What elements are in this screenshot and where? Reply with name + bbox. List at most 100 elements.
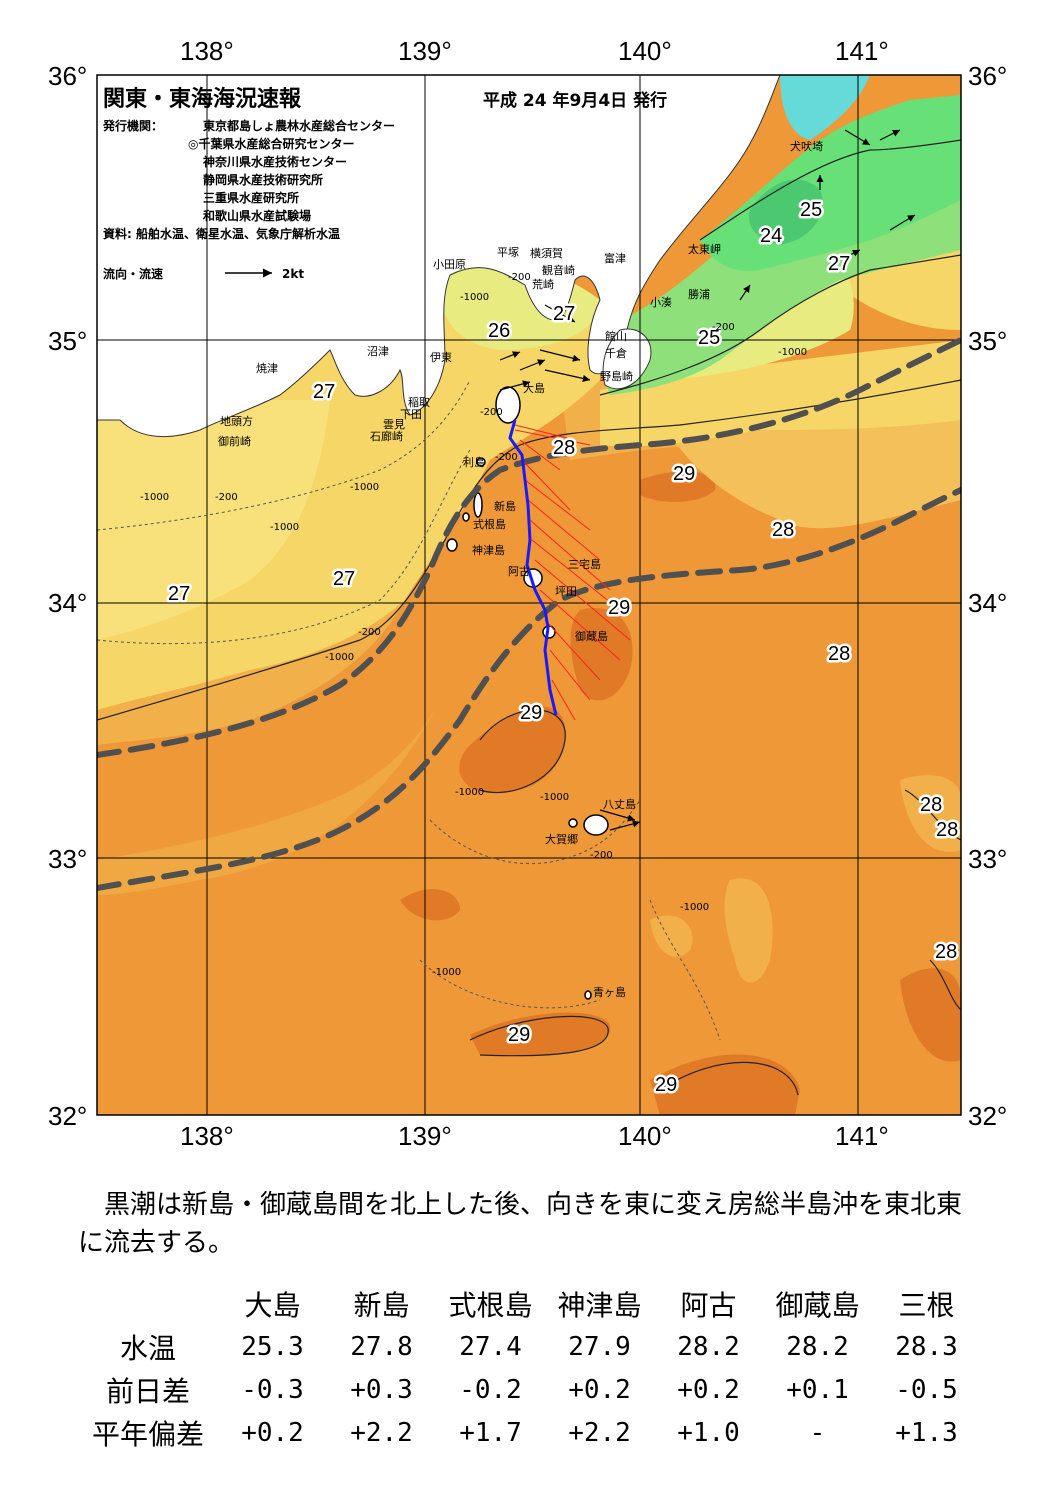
isotherm-label: 27	[313, 381, 335, 403]
place-name: 八丈島	[603, 797, 636, 811]
summary-paragraph: 黒潮は新島・御蔵島間を北上した後、向きを東に変え房総半島沖を東北東に流去する。	[78, 1190, 963, 1258]
isotherm-label: 27	[168, 583, 190, 605]
place-name: 大賀郷	[545, 832, 578, 846]
place-name: 野島崎	[600, 369, 633, 383]
depth-label: -200	[495, 452, 518, 463]
place-name: 焼津	[256, 362, 278, 375]
isotherm-label: 29	[508, 1024, 530, 1046]
table-cell: -	[809, 1417, 826, 1448]
kuroshio-axis-inner	[97, 337, 961, 758]
place-name: 御前崎	[218, 434, 251, 448]
place-name: 下田	[400, 408, 422, 421]
isotherm-label: 29	[520, 702, 542, 724]
place-name: 御蔵島	[575, 629, 608, 643]
isotherm-label: 27	[828, 253, 850, 275]
place-name: 阿古	[508, 565, 530, 578]
depth-label: -1000	[325, 652, 354, 663]
publisher-label: 発行機関：	[102, 118, 163, 133]
lon-label-bottom-140: 140°	[618, 1121, 672, 1151]
lon-label-top-139: 139°	[398, 36, 452, 66]
summary-text: 黒潮は新島・御蔵島間を北上した後、向きを東に変え房総半島沖を東北東に流去する。	[78, 1186, 978, 1262]
isotherm-label: 25	[800, 199, 822, 221]
depth-label: -200	[508, 272, 531, 283]
lat-label-right-35: 35°	[968, 326, 1007, 356]
place-name: 富津	[604, 251, 626, 265]
sea-temperature-map: 138° 139° 140° 141° 138° 139° 140° 141° …	[48, 36, 1007, 1151]
table-corner	[78, 1282, 218, 1325]
island-hachijojima	[583, 814, 609, 836]
lat-label-left-34: 34°	[48, 588, 87, 618]
table-cell: -0.2	[459, 1374, 522, 1405]
current-scale-value: 2kt	[282, 267, 304, 281]
island-oshima	[495, 386, 521, 424]
isotherm-lines	[97, 139, 961, 1096]
place-name: 大島	[523, 381, 545, 395]
depth-label: -200	[590, 850, 613, 861]
lon-label-top-138: 138°	[180, 36, 234, 66]
map-title: 関東・東海海況速報	[103, 86, 302, 112]
lon-label-bottom-139: 139°	[398, 1121, 452, 1151]
isotherm-label: 28	[772, 519, 794, 541]
place-name: 利島	[463, 455, 485, 469]
table-cell: 28.2	[677, 1331, 740, 1362]
place-name: 式根島	[473, 517, 506, 531]
lat-label-right-36: 36°	[968, 61, 1007, 91]
table-cell: +1.0	[677, 1417, 740, 1448]
place-name: 伊東	[430, 351, 452, 364]
table-cell: +0.2	[677, 1374, 740, 1405]
place-name: 稲取	[408, 396, 430, 409]
publisher-2: ◎千葉県水産総合研究センター	[188, 136, 354, 151]
depth-labels: -1000 -200 -1000 -1000 -200 -1000 -200 -…	[140, 272, 807, 978]
isotherm-label: 26	[488, 320, 510, 342]
island-niijima	[473, 492, 483, 518]
place-name: 坪田	[555, 585, 577, 598]
table-cell: 27.8	[350, 1331, 413, 1362]
island-temperature-table: 大島 新島 式根島 神津島 阿古 御蔵島 三根 水温 25.3 27.8 27.…	[78, 1282, 981, 1454]
column-header: 新島	[353, 1288, 410, 1322]
table-cell: 28.3	[895, 1331, 958, 1362]
graticule	[97, 75, 961, 1115]
place-name: 新島	[494, 499, 516, 513]
depth-contours	[97, 379, 721, 1041]
place-name: 地頭方	[220, 414, 253, 428]
place-name: 小田原	[433, 258, 466, 271]
place-name: 平塚	[497, 246, 519, 259]
place-names: 犬吠埼 太東岬 勝浦 小湊 富津 横須賀 観音崎 荒崎 平塚 小田原 館山 千倉…	[218, 139, 823, 999]
column-header: 三根	[898, 1288, 955, 1322]
isotherm-labels: 24 25 25 26 27 27 27 27 27 28 28 28 28 2…	[166, 197, 961, 1099]
place-name: 観音崎	[542, 263, 575, 277]
axis-labels: 138° 139° 140° 141° 138° 139° 140° 141° …	[48, 36, 1007, 1151]
isotherm-label: 29	[655, 1074, 677, 1096]
table-row: 前日差 -0.3 +0.3 -0.2 +0.2 +0.2 +0.1 -0.5	[78, 1368, 981, 1411]
lat-label-left-33: 33°	[48, 844, 87, 874]
depth-label: -1000	[680, 902, 709, 913]
depth-label: -1000	[432, 967, 461, 978]
depth-label: -1000	[778, 347, 807, 358]
depth-label: -200	[358, 627, 381, 638]
issue-date: 平成 24 年9月4日 発行	[483, 90, 667, 111]
lat-label-right-33: 33°	[968, 844, 1007, 874]
place-name: 千倉	[605, 346, 627, 360]
publisher-4: 静岡県水産技術研究所	[203, 172, 323, 187]
place-name: 神津島	[472, 543, 505, 557]
publisher-1: 東京都島しょ農林水産総合センター	[203, 118, 395, 133]
island-toshima	[476, 457, 486, 467]
place-name: 石廊崎	[370, 429, 403, 443]
column-header: 神津島	[557, 1288, 642, 1322]
depth-label: -1000	[270, 522, 299, 533]
place-name: 犬吠埼	[790, 139, 823, 153]
table-cell: +0.2	[241, 1417, 304, 1448]
lat-label-left-35: 35°	[48, 326, 87, 356]
lon-label-top-140: 140°	[618, 36, 672, 66]
publisher-3: 神奈川県水産技術センター	[203, 154, 347, 169]
table-cell: +2.2	[568, 1417, 631, 1448]
place-name: 雲見	[383, 418, 405, 431]
map-body	[97, 75, 961, 1115]
table-cell: 25.3	[241, 1331, 304, 1362]
table-cell: +0.2	[568, 1374, 631, 1405]
island-aogashima	[584, 990, 592, 1000]
island-shikinejima	[462, 512, 470, 522]
column-header: 大島	[244, 1288, 301, 1322]
place-name: 館山	[605, 329, 627, 343]
table-cell: +0.1	[786, 1374, 849, 1405]
